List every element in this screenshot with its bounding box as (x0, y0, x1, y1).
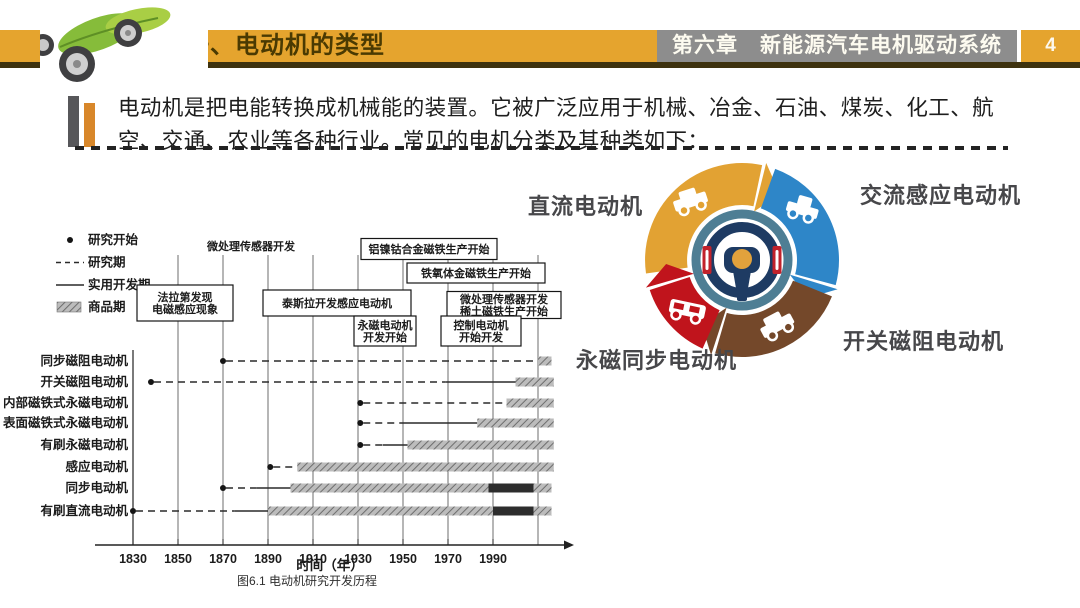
svg-text:感应电动机: 感应电动机 (65, 459, 128, 474)
accent-bar-gray (68, 96, 79, 147)
chapter-banner: 第六章 新能源汽车电机驱动系统 (657, 30, 1017, 62)
svg-text:控制电动机: 控制电动机 (454, 318, 509, 332)
van-icon (673, 187, 708, 217)
svg-text:开始开发: 开始开发 (459, 330, 504, 344)
svg-text:研究期: 研究期 (88, 255, 126, 270)
svg-text:开发开始: 开发开始 (363, 330, 407, 344)
svg-text:永磁电动机: 永磁电动机 (357, 318, 413, 332)
page-title: 一、电动机的类型 (185, 32, 385, 59)
svg-text:同步磁阻电动机: 同步磁阻电动机 (40, 353, 128, 368)
svg-text:有刷直流电动机: 有刷直流电动机 (40, 503, 128, 518)
svg-text:1930: 1930 (344, 552, 372, 566)
leaf-car-icon (40, 7, 171, 82)
svg-text:1830: 1830 (119, 552, 147, 566)
label-pm-synchronous-motor: 永磁同步电动机 (576, 348, 738, 373)
svg-text:研究开始: 研究开始 (88, 232, 139, 247)
svg-text:图6.1 电动机研究开发历程: 图6.1 电动机研究开发历程 (237, 573, 377, 588)
svg-text:时间（年）: 时间（年） (296, 557, 364, 573)
golf-cart-icon (785, 195, 819, 224)
svg-text:微处理传感器开发: 微处理传感器开发 (206, 239, 296, 253)
svg-text:1990: 1990 (479, 552, 507, 566)
motor-cycle-ring (645, 163, 839, 357)
label-switched-reluctance-motor: 开关磁阻电动机 (843, 329, 1005, 354)
svg-text:1870: 1870 (209, 552, 237, 566)
svg-text:铁氧体金磁铁生产开始: 铁氧体金磁铁生产开始 (421, 266, 531, 280)
suv-icon (760, 311, 795, 342)
svg-text:表面磁铁式永磁电动机: 表面磁铁式永磁电动机 (2, 415, 129, 430)
svg-text:1970: 1970 (434, 552, 462, 566)
svg-text:电磁感应现象: 电磁感应现象 (152, 302, 218, 316)
svg-text:泰斯拉开发感应电动机: 泰斯拉开发感应电动机 (281, 296, 392, 310)
svg-text:1910: 1910 (299, 552, 327, 566)
svg-text:有刷永磁电动机: 有刷永磁电动机 (40, 437, 128, 452)
svg-text:内部磁铁式永磁电动机: 内部磁铁式永磁电动机 (3, 395, 129, 410)
label-dc-motor: 直流电动机 (528, 194, 644, 219)
svg-text:同步电动机: 同步电动机 (65, 480, 128, 495)
svg-text:稀土磁铁生产开始: 稀土磁铁生产开始 (460, 304, 548, 318)
motor-history-chart: 1830 1850 1870 1890 1910 1930 1950 1970 1990 同步磁阻… (2, 232, 574, 588)
svg-text:实用开发期: 实用开发期 (88, 277, 151, 292)
svg-text:商品期: 商品期 (88, 299, 126, 314)
svg-text:1890: 1890 (254, 552, 282, 566)
dashed-divider (75, 146, 1008, 150)
motor-cycle-diagram (630, 153, 860, 371)
svg-text:1950: 1950 (389, 552, 417, 566)
bus-icon (668, 299, 706, 325)
svg-text:铝镍钴合金磁铁生产开始: 铝镍钴合金磁铁生产开始 (369, 242, 490, 256)
svg-text:1850: 1850 (164, 552, 192, 566)
dc-arrow-icon (754, 163, 780, 212)
header-dark-strip (0, 62, 1080, 68)
steering-wheel-icon (691, 209, 793, 311)
label-ac-induction-motor: 交流感应电动机 (860, 183, 1022, 208)
page-number: 4 (1021, 30, 1080, 62)
ac-arrow-icon (789, 274, 838, 298)
pm-arrow-icon (645, 264, 694, 288)
svg-text:法拉第发现: 法拉第发现 (158, 290, 213, 304)
ac-segment (759, 168, 839, 286)
sr-arrow-icon (701, 307, 727, 356)
svg-text:开关磁阻电动机: 开关磁阻电动机 (40, 374, 128, 389)
figure-6-1-timeline: 1830 1850 1870 1890 1910 1930 1950 1970 1990 同步磁阻… (0, 225, 620, 600)
leaf-car-logo (40, 2, 208, 88)
svg-text:微处理传感器开发: 微处理传感器开发 (459, 292, 549, 306)
accent-bar-orange (84, 103, 95, 147)
